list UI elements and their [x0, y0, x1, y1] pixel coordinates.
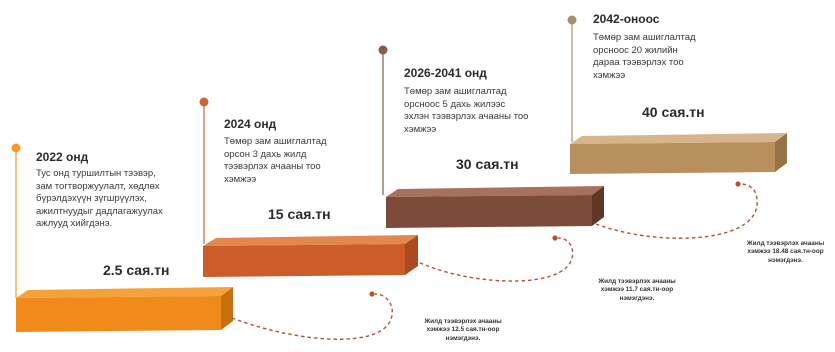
step-3-description: Төмөр зам ашиглалтад орсноос 5 дахь жилэ… [404, 86, 528, 136]
step-1-description-line: бүрэлдэхүүн зүгшрүүлэх, [36, 193, 163, 206]
step-2-description: Төмөр зам ашиглалтад орсон 3 дахь жилд т… [224, 136, 327, 186]
step-4-description: Төмөр зам ашиглалтад орсноос 20 жилийн д… [593, 32, 696, 82]
growth-note-line: нэмэгдэнэ. [402, 335, 524, 343]
step-1-value: 2.5 сая.тн [103, 262, 169, 278]
step-1-description-line: зам тогтворжуулалт, хөдлөх [36, 181, 163, 194]
growth-arrow-1 [232, 291, 392, 339]
step-2-description-line: тээвэрлэх ачааны тоо [224, 161, 327, 174]
step-3-description-line: эхлэн тээвэрлэх ачааны тоо [404, 111, 528, 124]
growth-note-2: Жилд тээвэрлэх ачааны хэмжээ 11.7 сая.тн… [576, 278, 698, 303]
growth-note-line: нэмэгдэнэ. [736, 257, 835, 265]
growth-arrow-3 [596, 181, 757, 238]
step-3-description-line: Төмөр зам ашиглалтад [404, 86, 528, 99]
step-block-3 [386, 186, 604, 228]
step-2-description-line: орсон 3 дахь жилд [224, 149, 327, 162]
step-2-year: 2024 онд [224, 117, 276, 131]
step-2-value: 15 сая.тн [268, 206, 331, 222]
step-2-description-line: хэмжээ [224, 174, 327, 187]
step-block-4 [570, 133, 787, 174]
growth-note-line: Жилд тээвэрлэх ачааны [736, 240, 835, 248]
growth-note-3: Жилд тээвэрлэх ачааны хэмжээ 18.48 сая.т… [736, 240, 835, 265]
step-1-description-line: Тус онд туршилтын тээвэр, [36, 168, 163, 181]
growth-note-line: хэмжээ 11.7 сая.тн-оор [576, 286, 698, 294]
step-block-2 [203, 235, 418, 277]
step-4-description-line: дараа тээвэрлэх тоо [593, 57, 696, 70]
growth-note-1: Жилд тээвэрлэх ачааны хэмжээ 12.5 сая.тн… [402, 318, 524, 343]
growth-note-line: Жилд тээвэрлэх ачааны [402, 318, 524, 326]
step-3-value: 30 сая.тн [456, 156, 519, 172]
step-4-year: 2042-оноос [593, 12, 659, 26]
marker-line-1 [12, 144, 21, 299]
step-1-description: Тус онд туршилтын тээвэр, зам тогтворжуу… [36, 168, 163, 231]
marker-line-2 [200, 98, 209, 245]
marker-line-3 [379, 46, 388, 196]
step-4-description-line: хэмжээ [593, 70, 696, 83]
growth-note-line: хэмжээ 12.5 сая.тн-оор [402, 326, 524, 334]
step-3-description-line: хэмжээ [404, 124, 528, 137]
growth-note-line: Жилд тээвэрлэх ачааны [576, 278, 698, 286]
step-1-description-line: ажилтнуудыг дадлагажуулах [36, 206, 163, 219]
step-4-description-line: Төмөр зам ашиглалтад [593, 32, 696, 45]
step-1-year: 2022 онд [36, 150, 88, 164]
marker-line-4 [568, 16, 577, 143]
step-block-1 [16, 287, 233, 332]
growth-note-line: хэмжээ 18.48 сая.тн-оор [736, 248, 835, 256]
step-1-description-line: ажлууд хийгдэнэ. [36, 218, 163, 231]
step-4-value: 40 сая.тн [642, 104, 705, 120]
step-3-description-line: орсноос 5 дахь жилээс [404, 99, 528, 112]
growth-arrow-2 [414, 235, 573, 281]
growth-note-line: нэмэгдэнэ. [576, 295, 698, 303]
step-2-description-line: Төмөр зам ашиглалтад [224, 136, 327, 149]
step-4-description-line: орсноос 20 жилийн [593, 45, 696, 58]
step-3-year: 2026-2041 онд [404, 66, 487, 80]
